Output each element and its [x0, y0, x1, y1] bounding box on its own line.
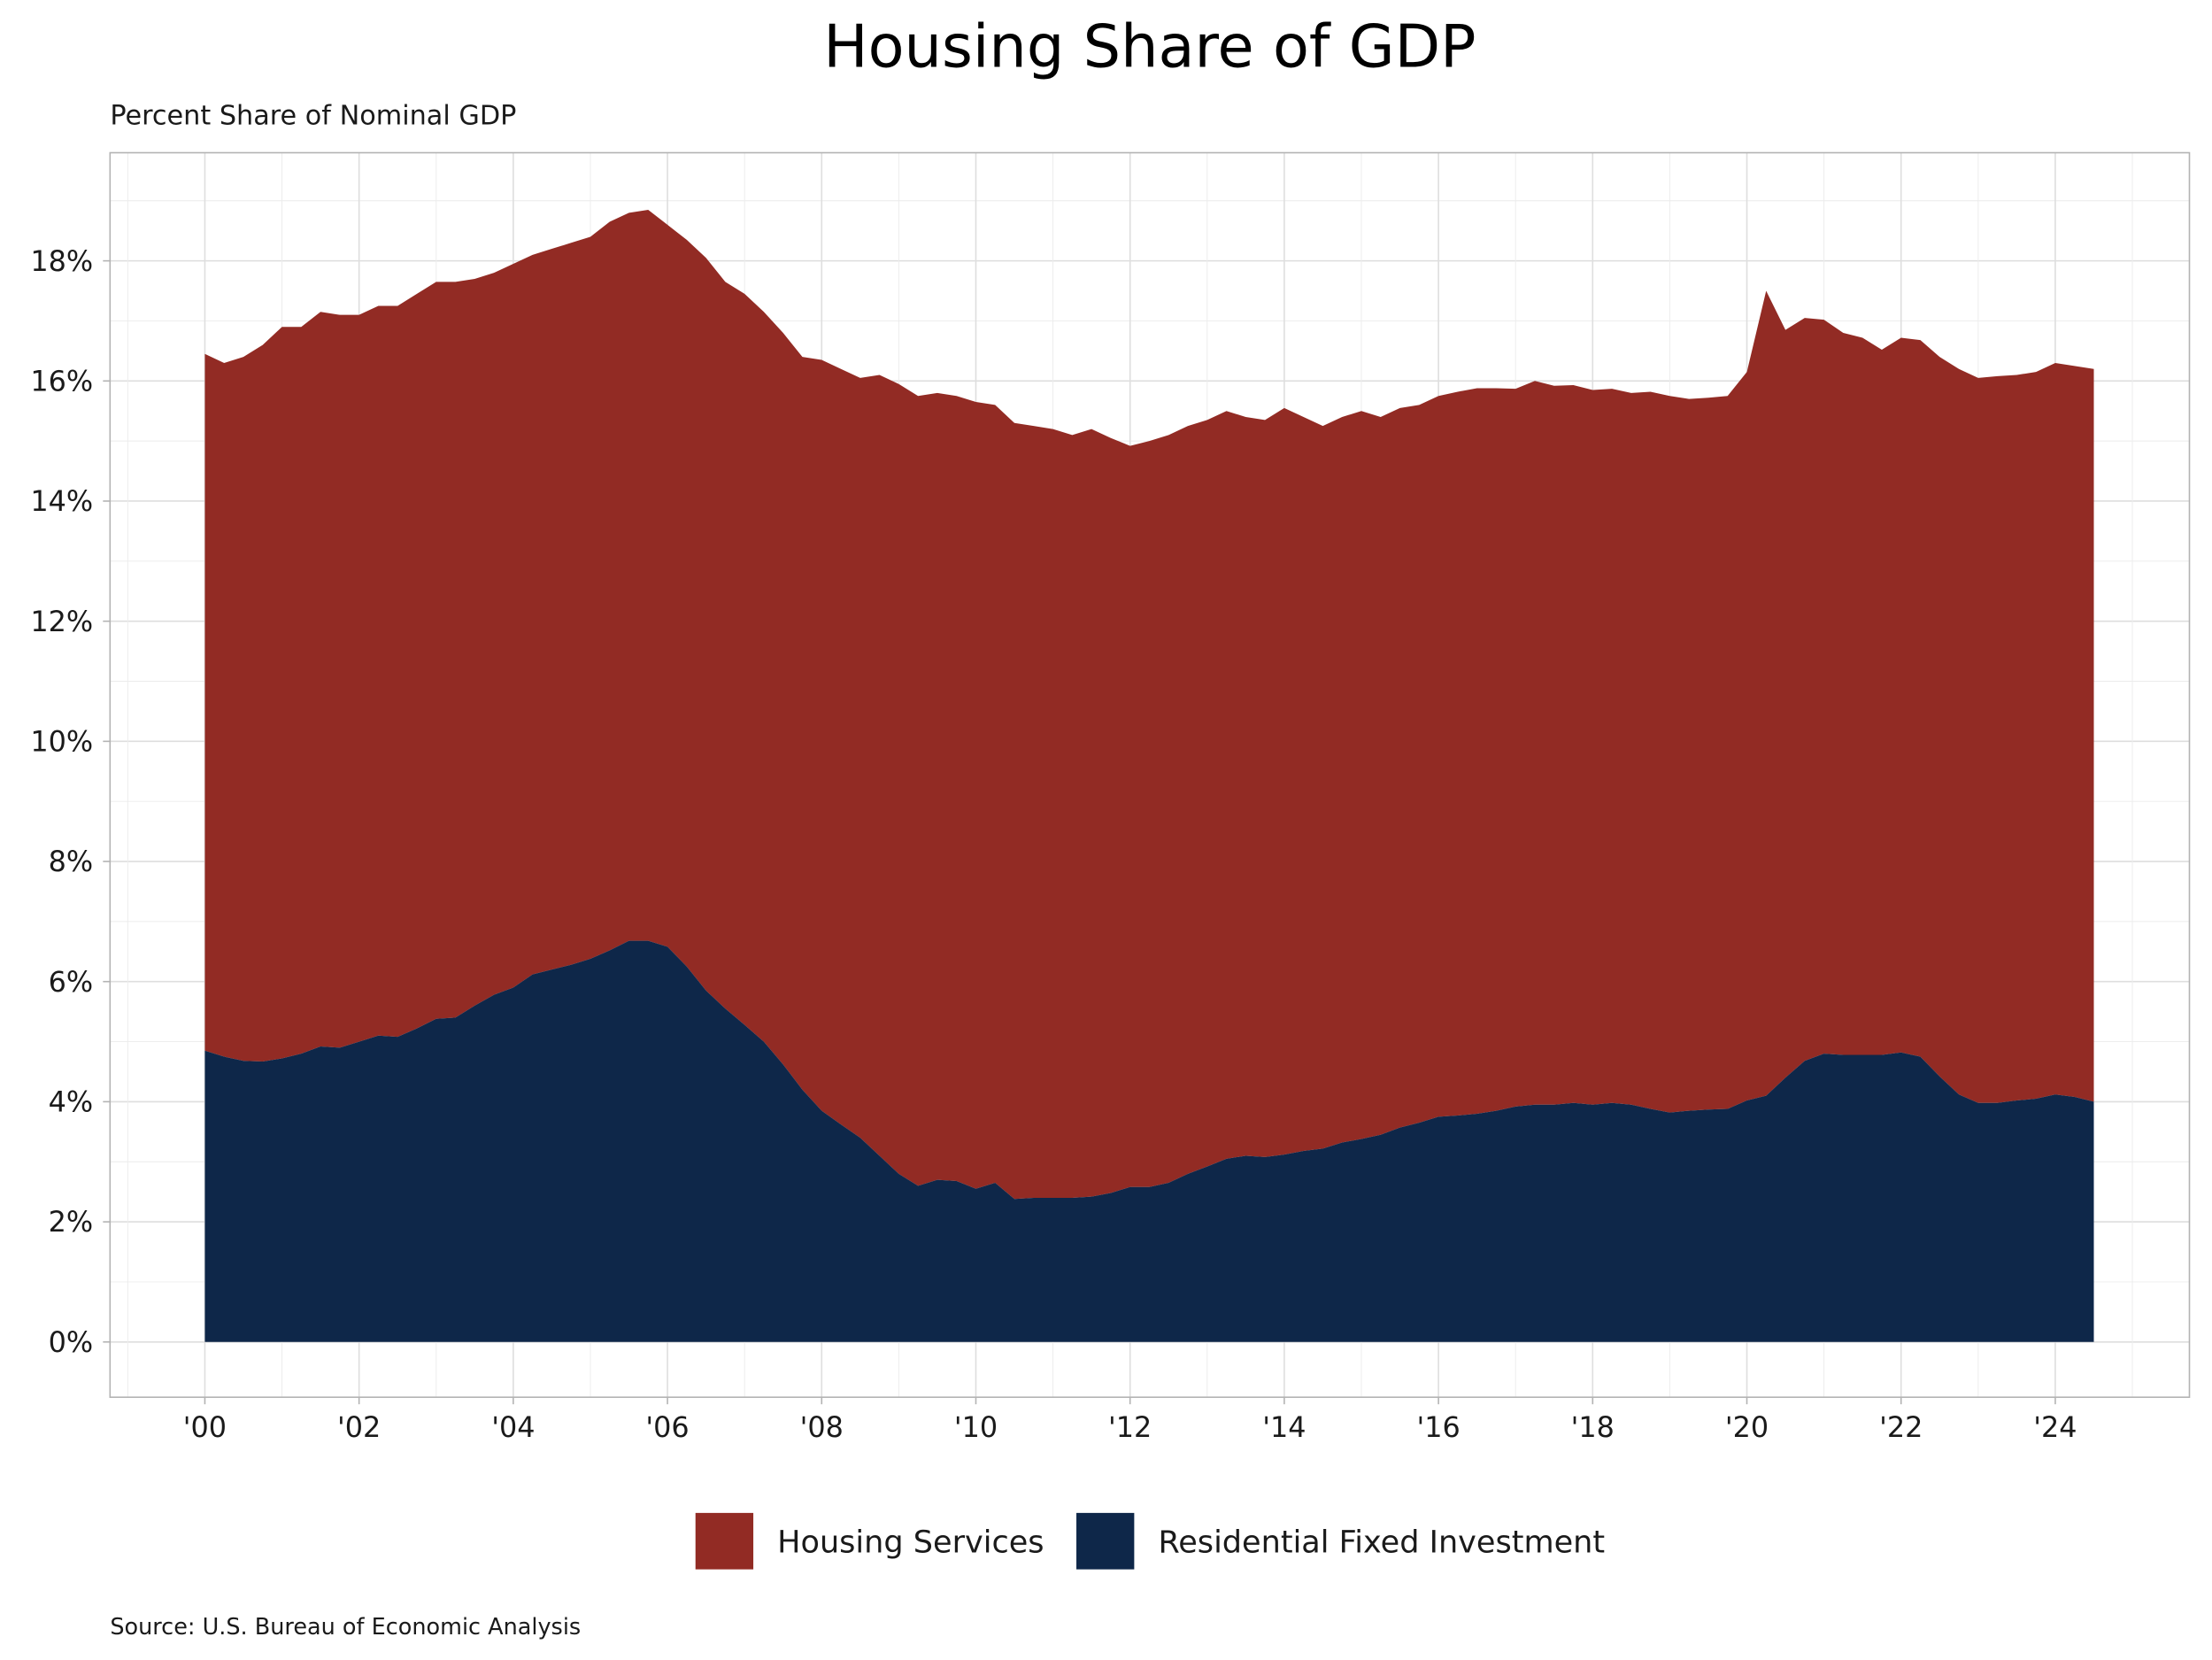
legend-label-residential-fixed-investment: Residential Fixed Investment — [1158, 1525, 1605, 1561]
x-tick-label: '12 — [1108, 1410, 1152, 1444]
areas — [204, 209, 2094, 1342]
y-tick-label: 8% — [49, 845, 94, 878]
x-tick-label: '16 — [1416, 1410, 1460, 1444]
x-tick-label: '14 — [1262, 1410, 1306, 1444]
y-axis: 0% 2% 4% 6% 8% 10% 12% 14% 16% 18% — [30, 244, 111, 1359]
y-tick-label: 16% — [30, 364, 93, 398]
y-tick-label: 14% — [30, 484, 93, 518]
x-tick-label: '00 — [183, 1410, 227, 1444]
legend-label-housing-services: Housing Services — [777, 1525, 1044, 1561]
y-tick-label: 10% — [30, 725, 93, 759]
y-tick-label: 0% — [49, 1325, 94, 1359]
x-tick-label: '20 — [1725, 1410, 1769, 1444]
y-tick-label: 12% — [30, 605, 93, 638]
plot-panel-border — [109, 151, 2191, 1398]
x-tick-label: '10 — [954, 1410, 998, 1444]
x-axis: '00 '02 '04 '06 '08 '10 '12 '14 '16 '18 '20 '22 '24 — [183, 1397, 2077, 1444]
y-tick-label: 6% — [49, 965, 94, 999]
area-residential-fixed-investment — [204, 940, 2094, 1342]
x-tick-label: '06 — [645, 1410, 689, 1444]
x-tick-label: '22 — [1879, 1410, 1923, 1444]
x-tick-label: '18 — [1571, 1410, 1615, 1444]
legend: Housing Services Residential Fixed Inves… — [695, 1512, 1605, 1570]
source-note: Source: U.S. Bureau of Economic Analysis — [110, 1614, 581, 1641]
x-tick-label: '24 — [2033, 1410, 2077, 1444]
area-housing-services — [204, 209, 2094, 1200]
y-tick-label: 18% — [30, 244, 93, 278]
legend-swatch-residential-fixed-investment — [1076, 1512, 1135, 1570]
y-tick-label: 4% — [49, 1085, 94, 1119]
x-tick-label: '04 — [491, 1410, 535, 1444]
chart-subtitle: Percent Share of Nominal GDP — [110, 101, 516, 132]
legend-swatch-housing-services — [695, 1512, 754, 1570]
x-tick-label: '08 — [800, 1410, 844, 1444]
x-tick-label: '02 — [337, 1410, 381, 1444]
y-tick-label: 2% — [49, 1205, 94, 1239]
chart-title: Housing Share of GDP — [823, 12, 1476, 81]
